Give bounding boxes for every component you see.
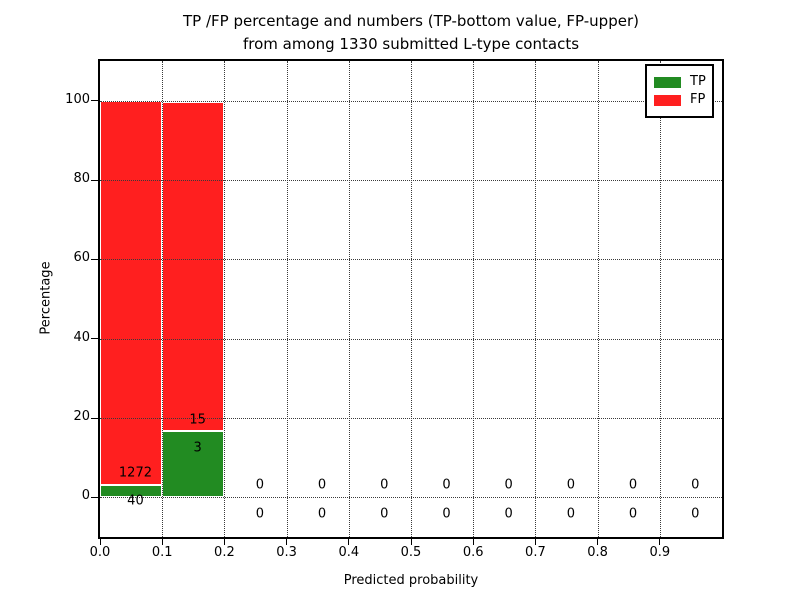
gridline-vertical xyxy=(659,61,661,537)
bar-tp-segment xyxy=(162,431,225,498)
tp-count-label: 0 xyxy=(380,506,389,522)
y-tick-label: 100 xyxy=(65,91,90,107)
fp-count-label: 0 xyxy=(504,477,513,493)
bar-tp-segment xyxy=(100,485,163,498)
y-tick-label: 80 xyxy=(73,171,90,186)
x-tick-label: 0.1 xyxy=(151,545,173,560)
x-tick-label: 0.9 xyxy=(649,545,671,560)
chart-title-line-2: from among 1330 submitted L-type contact… xyxy=(242,35,580,53)
gridline-vertical xyxy=(348,61,350,537)
y-tick-label: 0 xyxy=(81,488,90,504)
fp-count-label: 0 xyxy=(691,477,700,493)
x-tick-label: 0.5 xyxy=(400,545,422,560)
fp-count-label: 0 xyxy=(442,477,451,493)
x-tick-mark xyxy=(410,539,412,545)
gridline-vertical xyxy=(411,61,412,537)
fp-count-label: 1272 xyxy=(118,465,152,481)
tp-count-label: 0 xyxy=(442,506,451,522)
tp-count-label: 0 xyxy=(628,506,638,522)
bar-fp-segment xyxy=(100,100,163,486)
tp-count-label: 3 xyxy=(193,440,202,456)
fp-count-label: 0 xyxy=(317,477,327,493)
tp-count-label: 40 xyxy=(127,493,144,509)
legend-entry-tp: TP xyxy=(654,74,706,90)
x-tick-mark xyxy=(534,539,536,545)
x-tick-mark xyxy=(286,539,288,545)
tp-count-label: 0 xyxy=(691,506,700,522)
fp-count-label: 0 xyxy=(380,477,389,493)
y-tick-mark xyxy=(91,258,98,260)
x-tick-mark xyxy=(348,539,350,545)
tp-count-label: 0 xyxy=(255,506,264,522)
gridline-vertical xyxy=(224,61,226,537)
tp-count-label: 0 xyxy=(504,506,513,522)
y-tick-mark xyxy=(91,496,98,498)
x-tick-mark xyxy=(659,539,661,545)
y-tick-mark xyxy=(91,417,98,419)
chart-title: TP /FP percentage and numbers (TP-bottom… xyxy=(100,10,722,56)
legend-swatch-fp xyxy=(654,94,681,106)
x-tick-mark xyxy=(597,539,599,545)
legend-entry-fp: FP xyxy=(654,92,705,108)
x-tick-label: 0.8 xyxy=(587,545,608,560)
plot-inner: 1272 40 15 3 0 0 0 0 0 0 0 0 0 0 0 0 0 0 0 0 xyxy=(100,61,722,537)
x-tick-mark xyxy=(161,539,163,545)
x-tick-mark xyxy=(223,539,225,545)
x-tick-label: 0.7 xyxy=(525,545,546,560)
x-tick-mark xyxy=(99,539,101,545)
chart-title-line-1: TP /FP percentage and numbers (TP-bottom… xyxy=(183,12,639,30)
fp-count-label: 15 xyxy=(189,412,206,428)
tp-count-label: 0 xyxy=(566,506,575,522)
fp-count-label: 0 xyxy=(255,477,264,493)
y-tick-mark xyxy=(91,338,98,340)
tp-count-label: 0 xyxy=(317,506,327,522)
y-tick-mark xyxy=(91,179,98,181)
x-tick-label: 0.6 xyxy=(462,545,484,560)
fp-count-label: 0 xyxy=(566,477,575,493)
gridline-vertical xyxy=(473,61,475,537)
legend-swatch-tp xyxy=(654,76,681,88)
gridline-vertical xyxy=(597,61,599,537)
legend: TP FP xyxy=(645,64,714,118)
y-tick-label: 60 xyxy=(73,250,90,266)
x-tick-label: 0.3 xyxy=(276,545,297,560)
x-tick-label: 0.4 xyxy=(338,545,360,560)
y-tick-label: 40 xyxy=(73,329,90,345)
x-tick-mark xyxy=(472,539,474,545)
fp-count-label: 0 xyxy=(628,477,638,493)
y-tick-mark xyxy=(91,100,98,102)
x-tick-label: 0.2 xyxy=(214,545,235,560)
gridline-vertical xyxy=(162,61,164,537)
gridline-vertical xyxy=(286,61,288,537)
y-axis-label: Percentage xyxy=(38,261,54,335)
x-axis-label-wrap: Predicted probability xyxy=(100,569,722,588)
legend-label-fp: FP xyxy=(690,92,706,107)
legend-label-tp: TP xyxy=(690,74,706,89)
x-axis-label: Predicted probability xyxy=(343,573,479,588)
gridline-vertical xyxy=(535,61,537,537)
y-tick-label: 20 xyxy=(73,409,90,424)
x-tick-label: 0.0 xyxy=(89,545,111,560)
bar-fp-segment xyxy=(162,101,225,432)
